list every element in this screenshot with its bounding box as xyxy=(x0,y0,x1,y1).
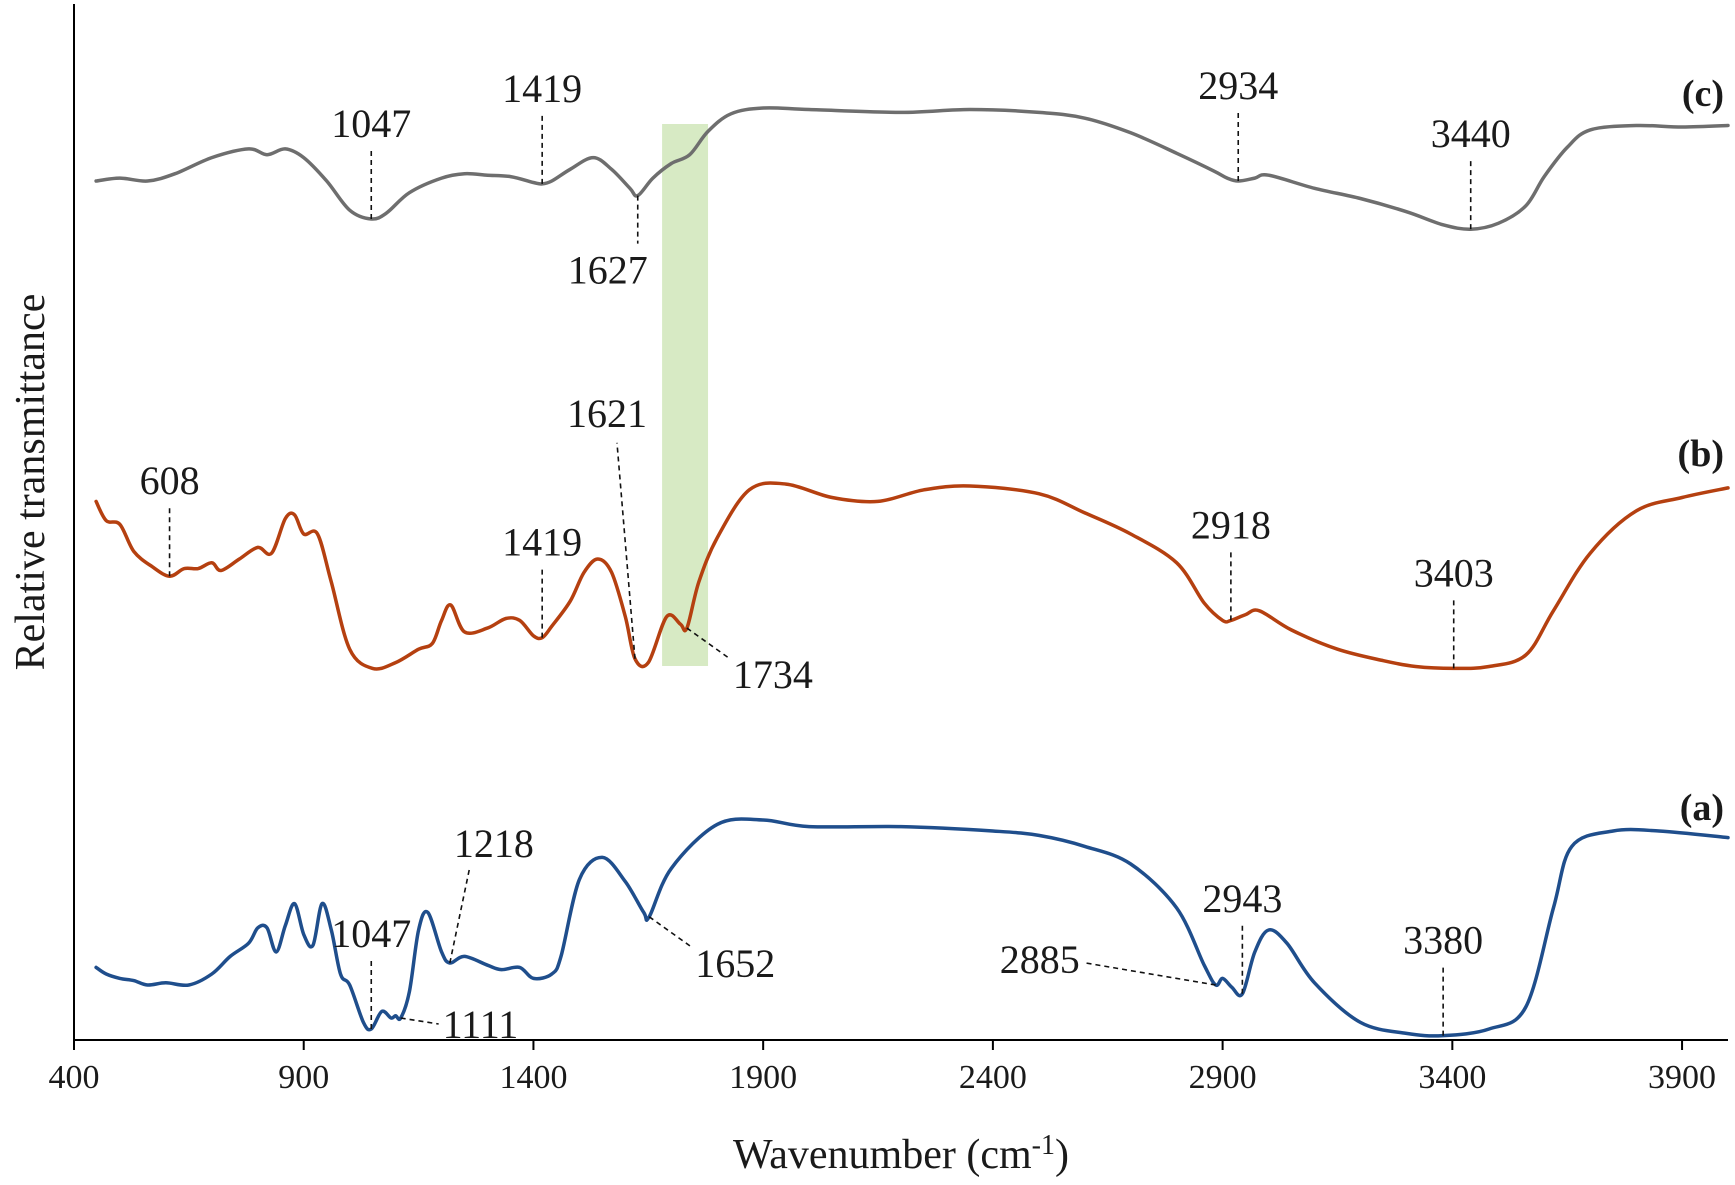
series-line-b xyxy=(94,481,1730,671)
peak-label: 1627 xyxy=(568,248,648,293)
x-tick-label: 2400 xyxy=(959,1059,1027,1096)
y-axis-title: Relative transmittance xyxy=(8,294,54,671)
peak-label: 1652 xyxy=(695,941,775,986)
peak-label: 1621 xyxy=(567,391,647,436)
x-tick-label: 3400 xyxy=(1418,1059,1486,1096)
series-tag: (b) xyxy=(1678,433,1724,475)
peak-label: 3440 xyxy=(1431,111,1511,156)
x-tick-label: 1400 xyxy=(499,1059,567,1096)
peak-label: 1419 xyxy=(502,66,582,111)
peak-label: 2943 xyxy=(1202,876,1282,921)
peak-label: 608 xyxy=(140,458,200,503)
peak-label: 2934 xyxy=(1198,63,1278,108)
peak-leader-line xyxy=(648,916,692,948)
series-tag: (c) xyxy=(1682,73,1724,115)
peak-label: 1419 xyxy=(502,520,582,565)
series-line-a xyxy=(94,817,1730,1038)
x-ticks: 400 900 1400 1900 2400 2900 3400 3900 xyxy=(49,1040,1716,1096)
peak-leader-line xyxy=(616,442,636,659)
peak-label: 1047 xyxy=(331,911,411,956)
peak-leader-line xyxy=(449,866,471,964)
x-tick-label: 400 xyxy=(49,1059,100,1096)
peak-label: 1734 xyxy=(733,652,813,697)
peak-label: 2885 xyxy=(1000,937,1080,982)
peak-leader-line xyxy=(1085,962,1216,986)
x-tick-label: 2900 xyxy=(1189,1059,1257,1096)
peak-label: 3403 xyxy=(1414,550,1494,595)
series-line-c xyxy=(94,106,1730,231)
x-tick-label: 900 xyxy=(278,1059,329,1096)
peak-label: 1218 xyxy=(454,821,534,866)
highlight-band xyxy=(662,124,709,666)
series-tag: (a) xyxy=(1680,787,1724,829)
peak-label: 3380 xyxy=(1403,918,1483,963)
x-tick-label: 3900 xyxy=(1648,1059,1716,1096)
annotation-layer: 1047 1419 1627 2934 3440 608 1419 1621 1734 2918 3… xyxy=(140,63,1511,1047)
peak-leader-line xyxy=(400,1017,439,1025)
axes xyxy=(73,4,1728,1041)
x-axis-title: Wavenumber (cm-1) xyxy=(733,1130,1069,1178)
peak-label: 2918 xyxy=(1191,502,1271,547)
x-tick-label: 1900 xyxy=(729,1059,797,1096)
series-layer: (c) (b) (a) xyxy=(94,73,1730,1038)
peak-label: 1047 xyxy=(331,101,411,146)
